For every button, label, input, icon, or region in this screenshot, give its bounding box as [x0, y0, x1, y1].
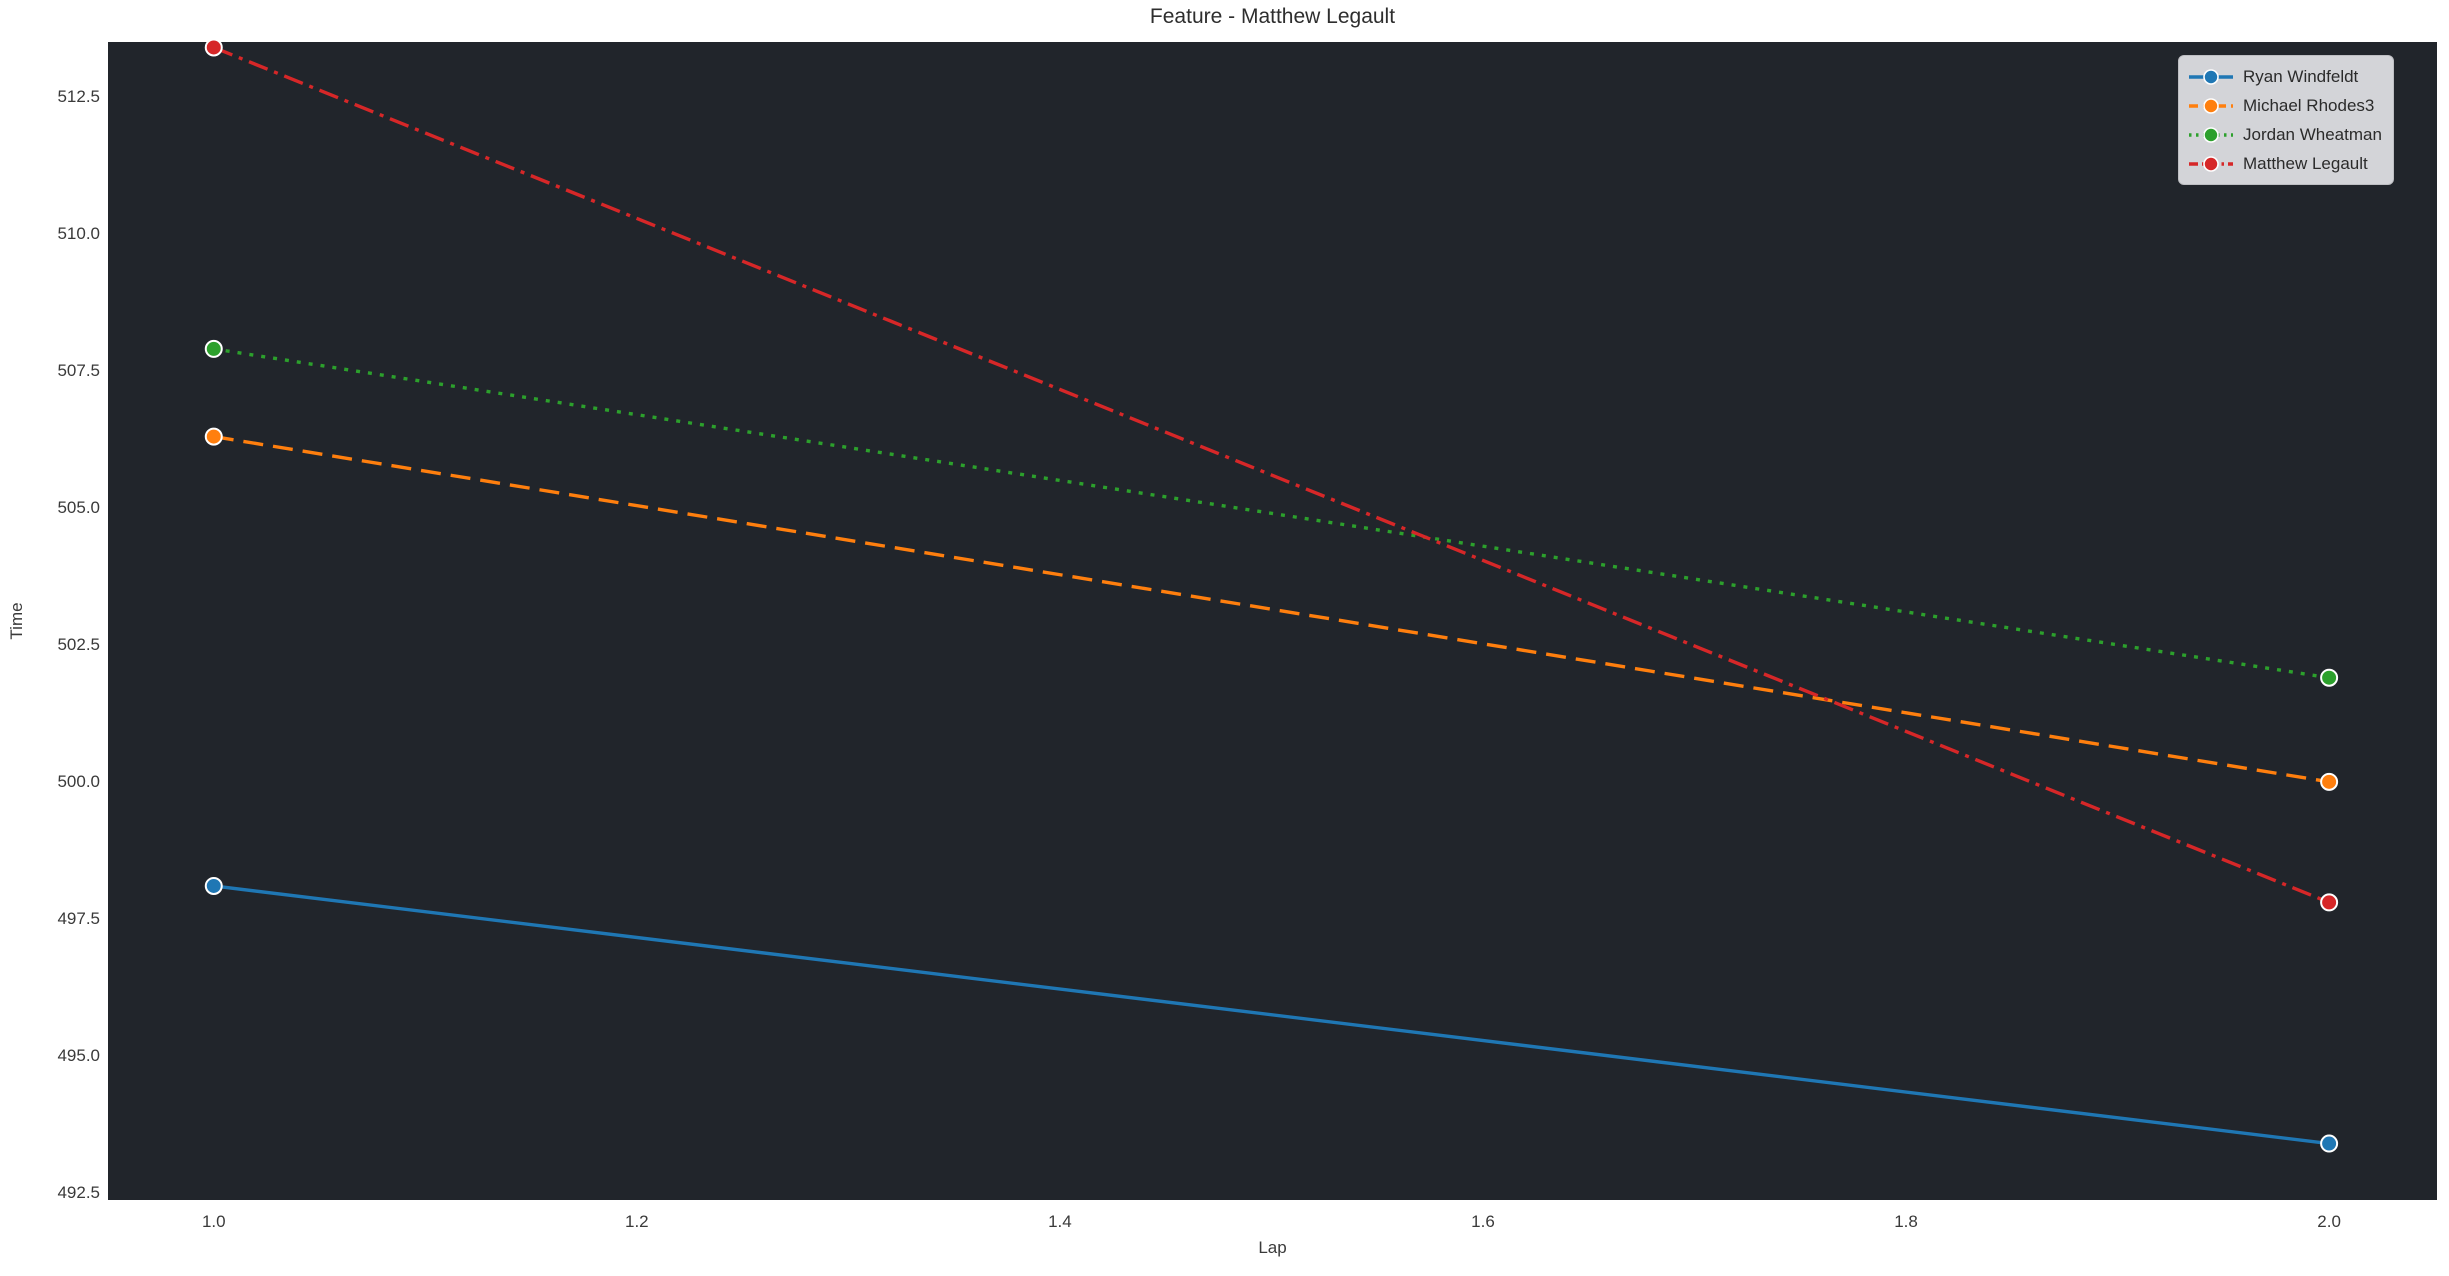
y-tick-label: 502.5: [57, 634, 100, 654]
legend-line-sample: [2189, 126, 2233, 143]
legend-marker-icon: [2203, 68, 2219, 85]
legend-item-label: Ryan Windfeldt: [2243, 66, 2359, 86]
x-axis-label: Lap: [1258, 1238, 1287, 1257]
plot-background: [108, 42, 2437, 1200]
data-point-matthew-legault-1: [2320, 893, 2339, 912]
data-point-jordan-wheatman-0: [204, 339, 223, 358]
line-michael-rhodes3: [213, 434, 2330, 784]
legend-item-jordan-wheatman: Jordan Wheatman: [2188, 121, 2382, 148]
chart-title: Feature - Matthew Legault: [1149, 5, 1396, 28]
legend-item-label: Jordan Wheatman: [2243, 124, 2382, 144]
line-matthew-legault: [213, 45, 2330, 904]
line-ryan-windfeldt: [213, 884, 2330, 1146]
plot-area: [108, 38, 2437, 1200]
legend-item-matthew-legault: Matthew Legault: [2188, 150, 2382, 177]
y-axis-label: Time: [7, 602, 26, 640]
x-tick-label: 1.2: [625, 1212, 649, 1231]
legend-item-michael-rhodes3: Michael Rhodes3: [2188, 92, 2382, 119]
data-point-matthew-legault-0: [204, 38, 223, 57]
data-point-ryan-windfeldt-0: [204, 876, 223, 895]
x-tick-label: 1.0: [201, 1212, 226, 1231]
legend-marker-icon: [2203, 126, 2219, 143]
legend-line-sample: [2189, 155, 2233, 172]
x-tick-label: 1.8: [1894, 1212, 1918, 1231]
x-tick-label: 2.0: [2317, 1212, 2341, 1231]
legend-line-sample: [2189, 97, 2233, 114]
legend-item-label: Michael Rhodes3: [2243, 95, 2375, 115]
line-jordan-wheatman: [213, 347, 2330, 680]
data-point-michael-rhodes3-0: [204, 427, 223, 446]
data-point-jordan-wheatman-1: [2320, 668, 2339, 687]
y-tick-label: 500.0: [57, 771, 100, 791]
y-tick-label: 505.0: [57, 497, 100, 517]
legend-item-label: Matthew Legault: [2243, 153, 2368, 173]
y-tick-label: 492.5: [57, 1182, 100, 1202]
x-tick-label: 1.6: [1471, 1212, 1495, 1231]
legend-marker-icon: [2203, 97, 2219, 114]
y-tick-label: 497.5: [57, 908, 100, 928]
legend-item-ryan-windfeldt: Ryan Windfeldt: [2188, 63, 2382, 90]
data-point-michael-rhodes3-1: [2320, 772, 2339, 791]
data-point-ryan-windfeldt-1: [2320, 1134, 2339, 1153]
legend-marker-icon: [2203, 155, 2219, 172]
y-tick-label: 510.0: [57, 223, 100, 243]
legend: Ryan Windfeldt Michael Rhodes3 Jordan Whea…: [2178, 55, 2394, 185]
x-tick-label: 1.4: [1048, 1212, 1072, 1231]
y-tick-label: 495.0: [57, 1045, 100, 1065]
legend-line-sample: [2189, 68, 2233, 85]
y-tick-label: 507.5: [57, 360, 100, 380]
y-tick-label: 512.5: [57, 86, 100, 106]
